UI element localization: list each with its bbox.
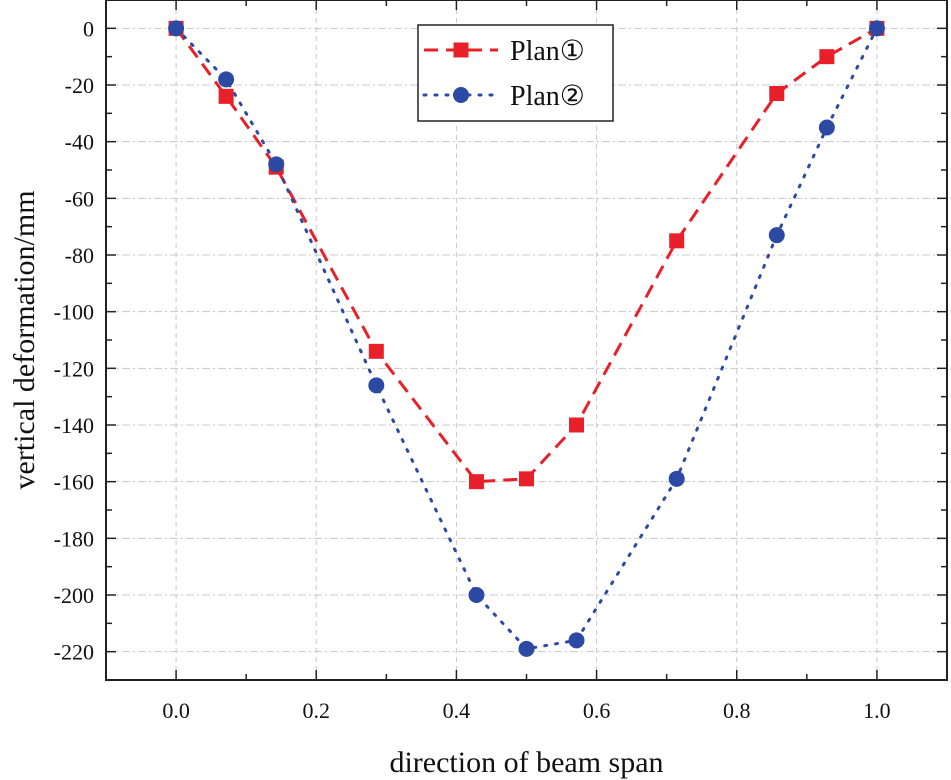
y-tick-label: -180 [54, 526, 94, 551]
data-point-plan2 [568, 632, 585, 649]
axis-ticks [105, 0, 948, 681]
data-point-plan1 [519, 471, 534, 487]
data-point-plan2 [818, 119, 835, 136]
y-tick-label: -120 [54, 356, 94, 381]
data-point-plan1 [368, 343, 384, 359]
x-tick-label: 1.0 [863, 698, 891, 723]
legend: Plan① Plan② [417, 24, 614, 122]
legend-item-plan2: Plan② [422, 81, 585, 112]
data-point-plan1 [569, 417, 585, 433]
data-point-plan2 [268, 156, 285, 173]
legend-item-plan1: Plan① [424, 36, 585, 67]
x-tick-label: 0.8 [723, 698, 751, 723]
data-point-plan2 [768, 227, 785, 244]
legend-box [417, 24, 614, 122]
data-point-plan1 [218, 88, 234, 104]
y-tick-label: -40 [65, 130, 94, 155]
x-tick-label: 0.2 [303, 698, 331, 723]
y-tick-label: -60 [65, 186, 94, 211]
data-point-plan2 [668, 470, 685, 487]
series-markers [168, 20, 885, 657]
data-point-plan1 [769, 86, 785, 101]
x-tick-label: 0.6 [583, 698, 611, 723]
legend-label-plan2: Plan② [510, 81, 585, 112]
legend-marker-plan2 [453, 87, 469, 103]
y-tick-label: -20 [65, 73, 94, 98]
data-point-plan2 [468, 587, 485, 603]
y-tick-label: -200 [54, 583, 94, 608]
data-point-plan1 [819, 49, 835, 65]
legend-label-plan1: Plan① [510, 36, 585, 67]
data-point-plan2 [368, 377, 385, 394]
y-tick-label: -140 [54, 413, 94, 438]
axis-tick-labels: 0.0 0.2 0.4 0.6 0.8 1.0 0 -20 -40 -60 -80 -100 -120 -… [54, 16, 891, 723]
data-point-plan1 [669, 233, 685, 249]
y-axis-title: vertical deformation/mm [8, 190, 41, 489]
x-tick-label: 0.0 [162, 698, 190, 723]
data-point-plan2 [168, 20, 185, 37]
y-tick-label: -160 [54, 470, 94, 495]
data-point-plan1 [468, 474, 484, 490]
data-point-plan2 [518, 640, 535, 657]
data-point-plan2 [218, 71, 235, 88]
y-tick-label: -100 [54, 300, 94, 325]
y-tick-label: 0 [83, 16, 94, 41]
legend-marker-plan1 [453, 42, 469, 58]
y-tick-label: -220 [54, 640, 94, 665]
x-axis-title: direction of beam span [389, 746, 663, 779]
data-point-plan2 [868, 20, 885, 37]
y-tick-label: -80 [65, 243, 94, 268]
x-tick-label: 0.4 [443, 698, 471, 723]
